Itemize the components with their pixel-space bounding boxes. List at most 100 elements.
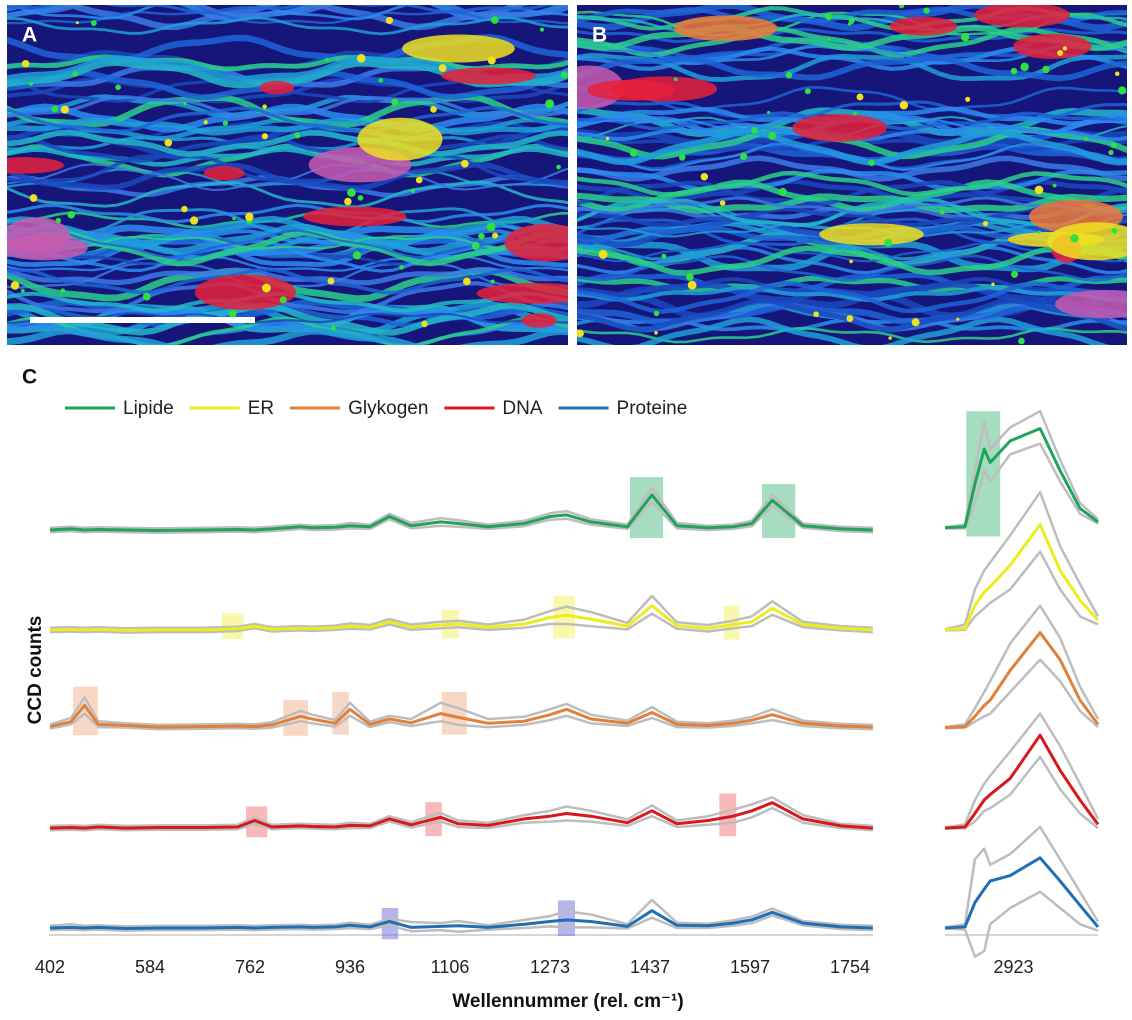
tissue-dot (262, 104, 267, 109)
mean-line (49, 704, 873, 729)
tissue-dot (654, 330, 658, 335)
mean-line (49, 493, 873, 532)
tissue-blob (1055, 289, 1127, 319)
tissue-dot (385, 16, 394, 25)
tissue-fiber (7, 302, 568, 336)
spread-line (944, 490, 1100, 631)
tissue-dot (1083, 136, 1088, 141)
tissue-dot (330, 325, 336, 331)
mean-line (944, 856, 1100, 930)
tissue-dot (1010, 270, 1019, 278)
tissue-dot (261, 133, 269, 140)
x-tick-label: 936 (335, 957, 365, 977)
tissue-dot (60, 288, 66, 294)
tissue-dot (653, 310, 660, 317)
tissue-dot (487, 56, 496, 65)
x-axis-title: Wellennummer (rel. cm⁻¹) (452, 991, 683, 1012)
tissue-fiber (7, 105, 568, 134)
spread-line (944, 658, 1099, 730)
tissue-dot (882, 205, 886, 209)
tissue-blob (7, 234, 88, 261)
tissue-fiber (577, 55, 1127, 82)
tissue-dot (686, 273, 694, 281)
tissue-dot (545, 99, 555, 109)
tissue-dot (1062, 46, 1068, 51)
tissue-dot (1010, 67, 1018, 75)
tissue-dot (899, 101, 909, 110)
tissue-dot (261, 283, 271, 293)
tissue-dot (1052, 183, 1057, 188)
mean-line (49, 909, 873, 930)
tissue-dot (378, 77, 384, 83)
tissue-dot (673, 77, 678, 82)
tissue-dot (29, 194, 38, 202)
mean-line (49, 604, 873, 632)
x-tick-label: 762 (235, 957, 265, 977)
tissue-fiber (7, 117, 568, 136)
tissue-blob (259, 80, 295, 95)
x-tick-label: 1106 (431, 957, 470, 977)
tissue-dot (142, 292, 151, 301)
spread-line (49, 914, 873, 934)
highlight-band (381, 908, 399, 940)
tissue-dot (356, 54, 366, 63)
tissue-dot (28, 81, 33, 86)
tissue-dot (410, 188, 416, 194)
tissue-dot (1042, 65, 1050, 74)
tissue-dot (923, 7, 930, 14)
tissue-dot (352, 251, 362, 260)
spread-line (944, 825, 1100, 929)
tissue-blob (792, 114, 887, 142)
tissue-blob (476, 282, 568, 304)
legend-label: DNA (502, 398, 542, 419)
tissue-dot (115, 84, 121, 91)
tissue-fiber (7, 95, 568, 118)
spread-line (944, 550, 1099, 632)
mean-line (944, 631, 1100, 730)
tissue-dot (391, 98, 399, 106)
tissue-dot (21, 288, 25, 293)
tissue-dot (700, 173, 709, 181)
x-tick-label: 1597 (730, 957, 770, 977)
tissue-blob (441, 67, 536, 85)
tissue-dot (678, 154, 686, 161)
tissue-dot (463, 277, 471, 286)
tissue-dot (294, 132, 301, 139)
spread-line (49, 712, 873, 731)
tissue-fiber (7, 255, 568, 272)
tissue-fiber (7, 327, 568, 345)
tissue-dot (939, 209, 945, 215)
tissue-dot (183, 101, 187, 106)
tissue-dot (347, 188, 356, 197)
tissue-fiber (7, 281, 568, 315)
tissue-dot (767, 110, 771, 115)
legend-label: Proteine (617, 398, 688, 419)
spread-line (49, 796, 873, 828)
mean-line (944, 427, 1099, 530)
tissue-dot (1018, 337, 1025, 345)
tissue-dot (556, 164, 561, 170)
spread-line (944, 409, 1099, 529)
x-tick-label: 1437 (630, 957, 670, 977)
tissue-dot (888, 336, 892, 340)
tissue-fiber (577, 285, 1127, 303)
tissue-dot (51, 105, 59, 113)
tissue-dot (965, 96, 971, 102)
tissue-dot (67, 210, 75, 219)
tissue-fiber (7, 16, 568, 36)
y-axis-title: CCD counts (25, 616, 46, 725)
mean-line (49, 801, 874, 830)
tissue-blob (673, 15, 778, 42)
tissue-dot (279, 296, 287, 304)
tissue-dot (1070, 234, 1079, 243)
x-tick-label: 1273 (530, 957, 570, 977)
tissue-dot (189, 216, 199, 225)
tissue-dot (577, 329, 584, 338)
spread-line (944, 712, 1100, 829)
tissue-fiber (577, 245, 1127, 276)
spread-line (49, 486, 873, 530)
tissue-fiber (7, 5, 554, 14)
highlight-band (723, 605, 740, 640)
tissue-fiber (7, 267, 568, 295)
